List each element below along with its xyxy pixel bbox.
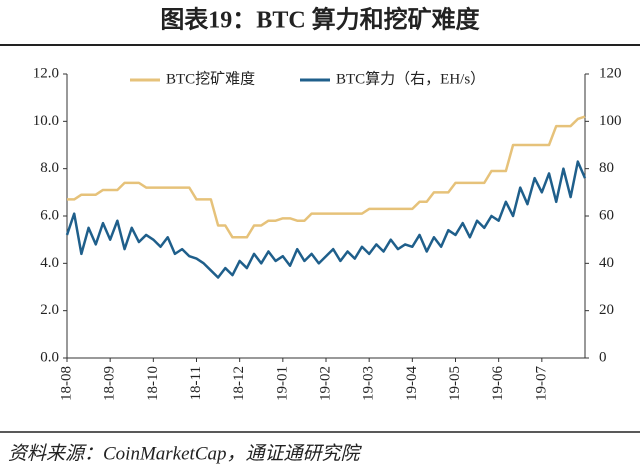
y2-tick-label: 100 <box>599 113 622 129</box>
x-tick-label: 18-11 <box>188 366 204 400</box>
y-tick-label: 0.0 <box>40 349 59 365</box>
y-tick-label: 8.0 <box>40 160 59 176</box>
y2-tick-label: 0 <box>599 349 607 365</box>
x-tick-label: 19-06 <box>490 366 506 401</box>
y-tick-label: 6.0 <box>40 207 59 223</box>
y-tick-label: 2.0 <box>40 302 59 318</box>
y2-tick-label: 60 <box>599 207 614 223</box>
y-tick-label: 4.0 <box>40 255 59 271</box>
series-line <box>67 115 586 239</box>
x-tick-label: 19-01 <box>274 366 290 401</box>
y2-tick-label: 20 <box>599 302 614 318</box>
legend-label: BTC算力（右，EH/s） <box>336 69 485 87</box>
source-note: 资料来源：CoinMarketCap，通证通研究院 <box>8 442 362 464</box>
y-tick-label: 10.0 <box>33 113 59 129</box>
legend-label: BTC挖矿难度 <box>166 70 255 87</box>
y2-tick-label: 80 <box>599 160 614 176</box>
x-tick-label: 19-05 <box>447 366 463 401</box>
x-tick-label: 18-09 <box>102 366 118 401</box>
x-tick-label: 19-03 <box>361 366 377 401</box>
x-tick-label: 18-12 <box>231 366 247 401</box>
x-tick-label: 19-04 <box>404 366 420 401</box>
y2-tick-label: 120 <box>599 65 622 81</box>
x-tick-label: 18-10 <box>145 366 161 401</box>
y2-tick-label: 40 <box>599 255 614 271</box>
chart-title: 图表19：BTC 算力和挖矿难度 <box>160 6 480 34</box>
series-line <box>65 160 587 279</box>
x-tick-label: 19-07 <box>533 366 549 401</box>
x-tick-label: 18-08 <box>58 366 74 401</box>
x-tick-label: 19-02 <box>317 366 333 401</box>
y-tick-label: 12.0 <box>33 65 59 81</box>
